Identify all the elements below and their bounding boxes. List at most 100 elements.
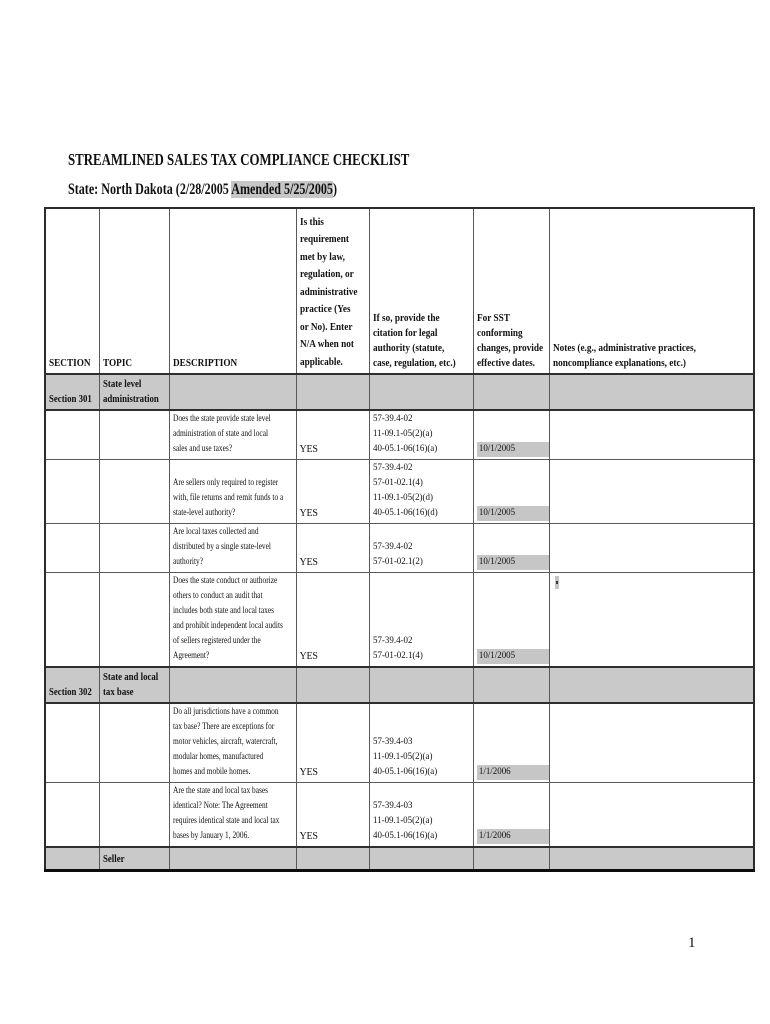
section-cell <box>44 782 100 848</box>
topic-cell <box>98 523 170 573</box>
answer-text: YES <box>299 767 319 778</box>
description-text: Are the state and local tax bases identi… <box>172 786 279 841</box>
answer-text: YES <box>299 508 319 519</box>
section-cell <box>44 459 100 524</box>
section-cell <box>44 409 100 460</box>
citation-text: 57-39.4-02 57-01-02.1(4) <box>372 636 423 661</box>
topic-cell <box>98 459 170 524</box>
citation-cell: 57-39.4-02 57-01-02.1(2) <box>368 523 474 573</box>
answer-text: YES <box>299 444 319 455</box>
effective-date-cell: 1/1/2006 <box>472 702 550 783</box>
description-cell: Does the state provide state level admin… <box>168 409 297 460</box>
citation-cell: 57-39.4-03 11-09.1-05(2)(a) 40-05.1-06(1… <box>368 702 474 783</box>
description-cell <box>168 666 297 704</box>
citation-text: 57-39.4-02 57-01-02.1(4) 11-09.1-05(2)(d… <box>372 463 438 518</box>
description-cell: Are the state and local tax bases identi… <box>168 782 297 848</box>
effective-date-cell: 1/1/2006 <box>472 782 550 848</box>
topic-label: State and local tax base <box>102 672 158 698</box>
topic-cell <box>98 409 170 460</box>
answer-cell: YES <box>295 523 370 573</box>
section-row: Section 301 State level administration <box>44 373 755 411</box>
item-row: Are local taxes collected and distribute… <box>44 523 755 573</box>
answer-cell: YES <box>295 572 370 668</box>
date-highlight: 1/1/2006 <box>476 765 548 780</box>
citation-text: 57-39.4-02 11-09.1-05(2)(a) 40-05.1-06(1… <box>372 414 437 454</box>
effective-date-cell: 10/1/2005 <box>472 572 550 668</box>
item-row: Does the state provide state level admin… <box>44 409 755 460</box>
header-row: SECTION TOPIC DESCRIPTION Is this requir… <box>44 207 755 375</box>
column-header-notes: Notes (e.g., administrative practices, n… <box>548 207 755 375</box>
section-cell <box>44 572 100 668</box>
topic-cell <box>98 572 170 668</box>
section-row: Section 302 State and local tax base <box>44 666 755 704</box>
answer-cell: YES <box>295 459 370 524</box>
notes-cell <box>548 666 755 704</box>
date-highlight: 10/1/2005 <box>476 649 548 664</box>
description-text: Do all jurisdictions have a common tax b… <box>172 707 279 777</box>
topic-cell <box>98 782 170 848</box>
date-highlight: 1/1/2006 <box>476 829 548 844</box>
section-label: Section 302 <box>49 687 92 698</box>
compliance-table: SECTION TOPIC DESCRIPTION Is this requir… <box>44 207 755 872</box>
state-line-prefix: State: North Dakota (2/28/2005 <box>68 181 232 198</box>
topic-label-cell: State level administration <box>98 373 170 411</box>
effective-date-cell <box>472 373 550 411</box>
effective-date-cell: 10/1/2005 <box>472 409 550 460</box>
citation-cell <box>368 666 474 704</box>
answer-cell: YES <box>295 782 370 848</box>
section-cell <box>44 523 100 573</box>
notes-cell <box>548 702 755 783</box>
answer-text: YES <box>299 557 319 568</box>
page-title: STREAMLINED SALES TAX COMPLIANCE CHECKLI… <box>68 150 758 170</box>
column-header-citation: If so, provide the citation for legal au… <box>368 207 474 375</box>
notes-cell <box>548 409 755 460</box>
notes-cell <box>548 782 755 848</box>
state-line-text: State: North Dakota (2/28/2005 Amended 5… <box>68 180 757 200</box>
answer-cell <box>295 373 370 411</box>
date-highlight: 10/1/2005 <box>476 442 548 457</box>
topic-label-cell: State and local tax base <box>98 666 170 704</box>
answer-text: YES <box>299 651 319 662</box>
notes-cell <box>548 846 755 872</box>
answer-cell: YES <box>295 702 370 783</box>
section-row: Seller <box>44 846 755 872</box>
column-header-effective-dates: For SST conforming changes, provide effe… <box>472 207 550 375</box>
notes-cell <box>548 459 755 524</box>
section-cell <box>44 702 100 783</box>
column-header-topic: TOPIC <box>98 207 170 375</box>
section-label-cell <box>44 846 100 872</box>
notes-cell <box>548 572 755 668</box>
topic-label: Seller <box>102 854 125 865</box>
table-body: Section 301 State level administration Doe… <box>44 373 755 872</box>
description-cell <box>168 373 297 411</box>
answer-cell <box>295 666 370 704</box>
description-text: Does the state conduct or authorize othe… <box>172 576 283 661</box>
page-title-text: STREAMLINED SALES TAX COMPLIANCE CHECKLI… <box>68 150 410 169</box>
description-cell: Does the state conduct or authorize othe… <box>168 572 297 668</box>
item-row: Do all jurisdictions have a common tax b… <box>44 702 755 783</box>
state-line: State: North Dakota (2/28/2005 Amended 5… <box>68 180 758 200</box>
item-row: Does the state conduct or authorize othe… <box>44 572 755 668</box>
citation-cell: 57-39.4-02 57-01-02.1(4) <box>368 572 474 668</box>
effective-date-cell: 10/1/2005 <box>472 523 550 573</box>
section-label-cell: Section 301 <box>44 373 100 411</box>
topic-label-cell: Seller <box>98 846 170 872</box>
notes-cell <box>548 373 755 411</box>
citation-text: 57-39.4-02 57-01-02.1(2) <box>372 542 423 567</box>
column-header-description: DESCRIPTION <box>168 207 297 375</box>
page-number: 1 <box>688 935 696 951</box>
section-label-cell: Section 302 <box>44 666 100 704</box>
amended-highlight: Amended 5/25/2005 <box>231 181 333 198</box>
effective-date-cell: 10/1/2005 <box>472 459 550 524</box>
column-header-requirement-met: Is this requirement met by law, regulati… <box>295 207 370 375</box>
citation-cell <box>368 373 474 411</box>
answer-cell <box>295 846 370 872</box>
item-row: Are the state and local tax bases identi… <box>44 782 755 848</box>
description-text: Does the state provide state level admin… <box>172 414 271 454</box>
answer-text: YES <box>299 831 319 842</box>
citation-cell <box>368 846 474 872</box>
description-cell <box>168 846 297 872</box>
effective-date-cell <box>472 846 550 872</box>
effective-date-cell <box>472 666 550 704</box>
